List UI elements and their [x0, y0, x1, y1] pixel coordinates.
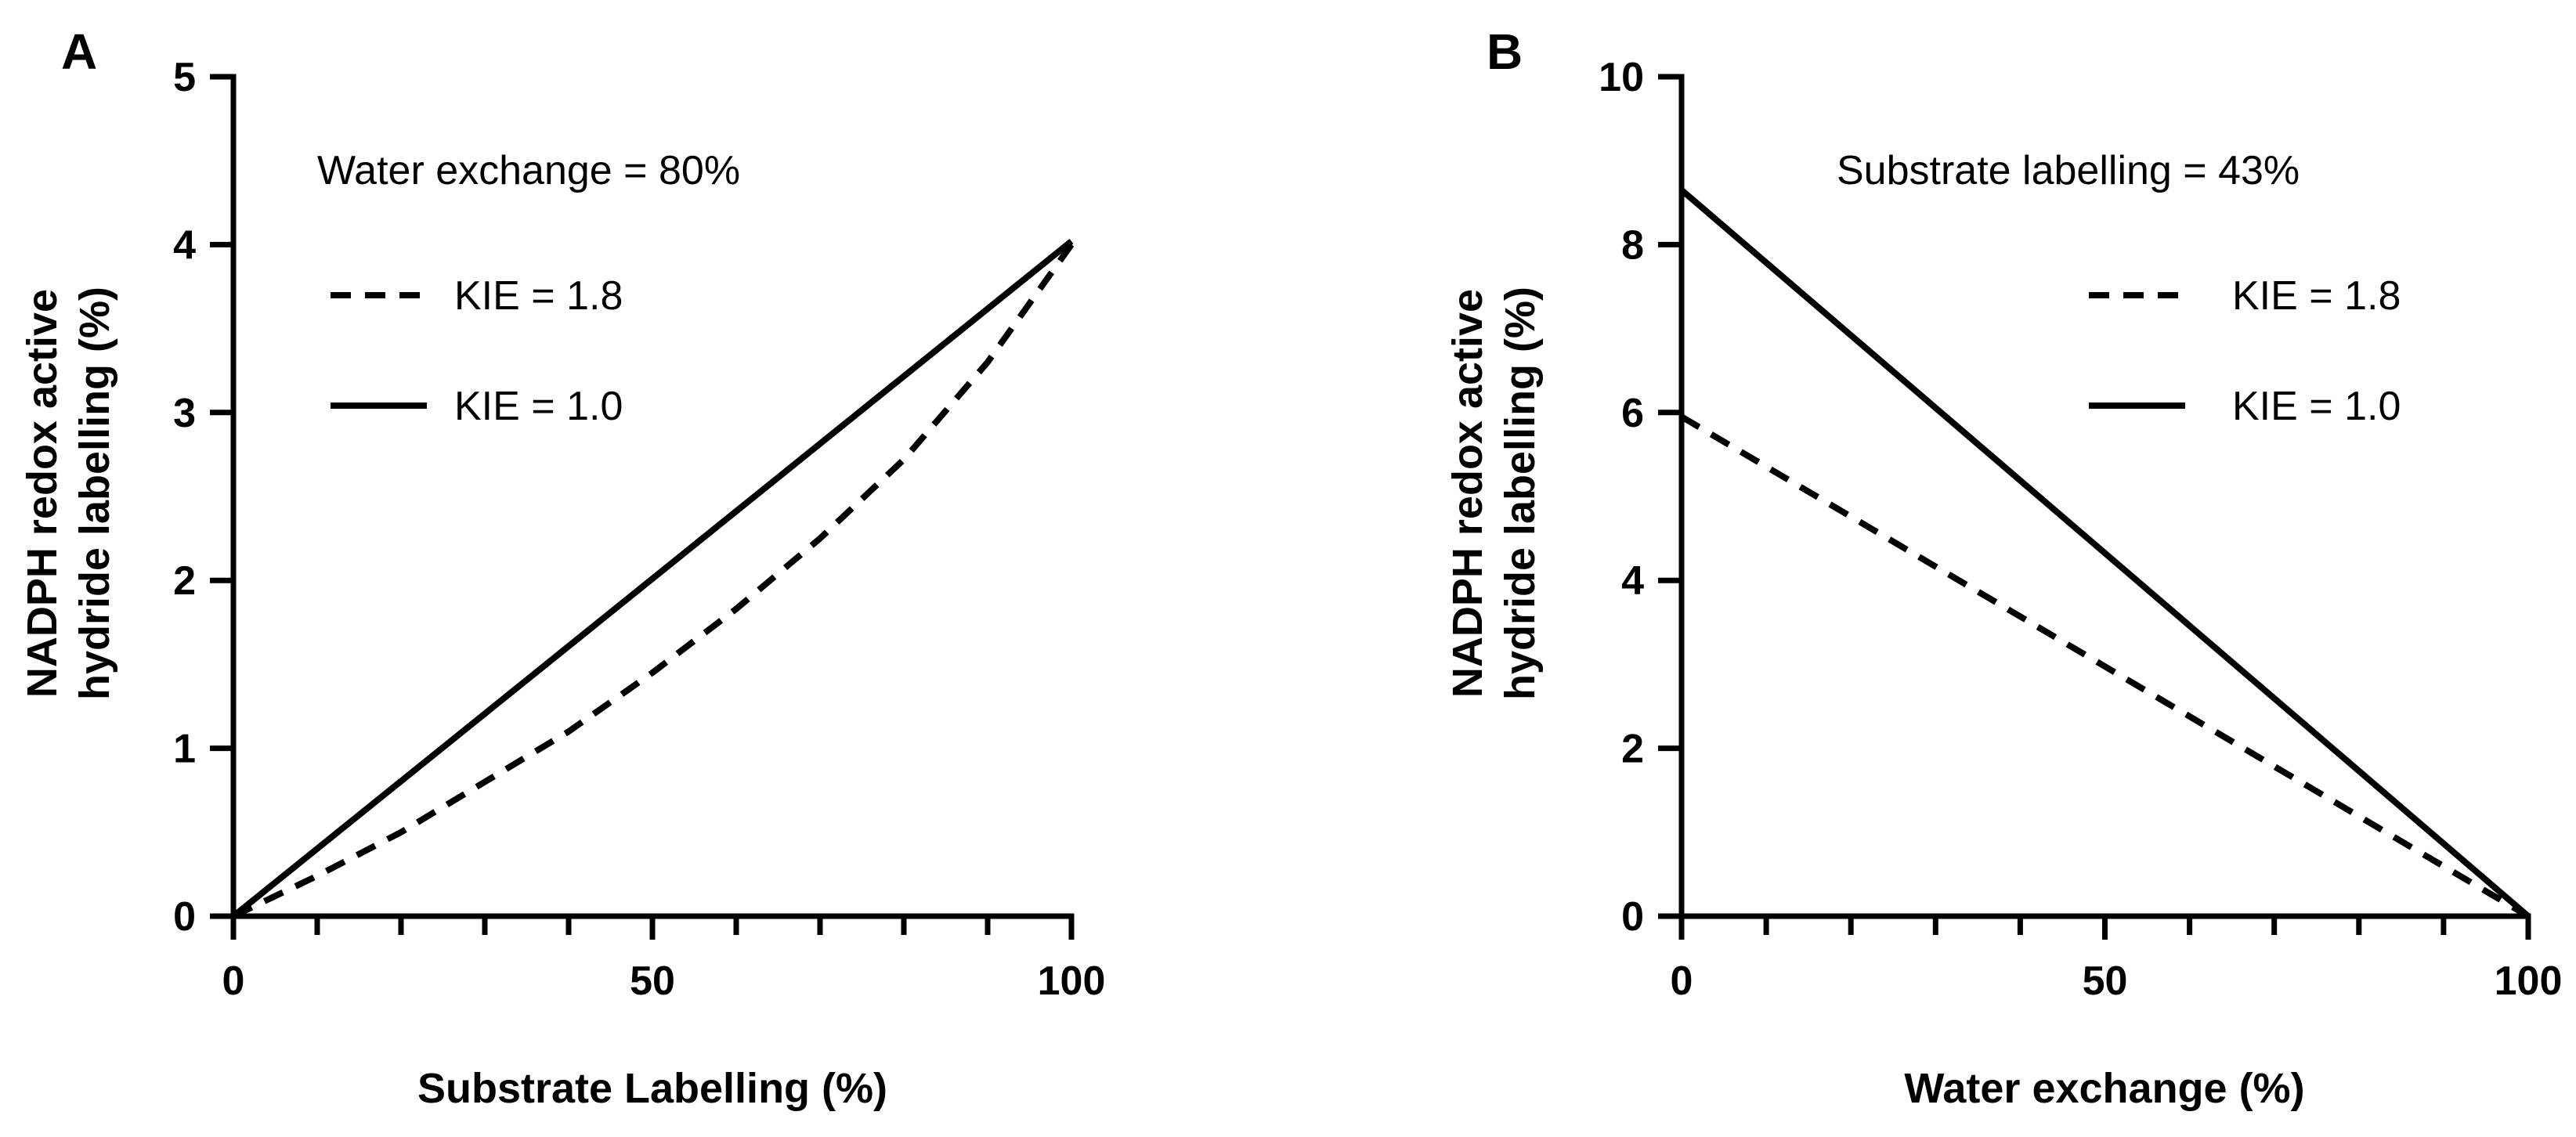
panel-b-series-kie-1-8: [1679, 413, 2531, 919]
panel-b-y-tick-label: 6: [1621, 391, 1644, 436]
panel-a-y-tick-label: 2: [173, 558, 196, 604]
legend-a-label-2: KIE = 1.0: [454, 384, 623, 429]
panel-b-axes: [1678, 74, 2531, 919]
panel-letter-b: B: [1487, 23, 1523, 80]
panel-a-annotation: Water exchange = 80%: [317, 148, 740, 193]
legend-b-label-1: KIE = 1.8: [2232, 273, 2401, 319]
panel-a-x-axis-title: Substrate Labelling (%): [417, 1065, 887, 1112]
panel-b-y-tick-label: 2: [1621, 727, 1644, 772]
panel-b-y-tick-label: 0: [1621, 894, 1644, 940]
panel-b-y-tick-label: 4: [1621, 558, 1644, 604]
legend-b-label-2: KIE = 1.0: [2232, 384, 2401, 429]
panel-a-y-axis-title-line-2: hydride labelling (%): [71, 287, 118, 700]
panel-a-x-tick-label: 50: [630, 958, 675, 1004]
panel-a-y-axis-title: NADPH redox active hydride labelling (%): [19, 287, 118, 700]
panel-a-y-tick-label: 5: [173, 55, 196, 100]
panel-b-y-axis-title-line-2: hydride labelling (%): [1497, 287, 1544, 700]
panel-b-y-tick-label: 8: [1621, 222, 1644, 268]
panel-a-series: [231, 238, 1075, 919]
panel-b-y-tick-label: 10: [1599, 55, 1644, 100]
panel-b-annotation: Substrate labelling = 43%: [1837, 148, 2300, 193]
panel-a-series-kie-1-8: [232, 243, 1075, 919]
legend-a-label-1: KIE = 1.8: [454, 273, 623, 319]
panel-b-x-tick-label: 50: [2083, 958, 2128, 1004]
panel-b-x-tick-label: 0: [1671, 958, 1693, 1004]
panel-a-x-tick-label: 100: [1038, 958, 1106, 1004]
panel-a-y-tick-label: 1: [173, 727, 196, 772]
panel-b-x-axis-title: Water exchange (%): [1904, 1065, 2304, 1112]
panel-a-y-axis-title-line-1: NADPH redox active: [19, 289, 66, 698]
panel-b-y-axis-title: NADPH redox active hydride labelling (%): [1444, 287, 1544, 700]
panel-a-y-tick-label: 3: [173, 391, 196, 436]
panel-b-y-axis-title-line-1: NADPH redox active: [1444, 289, 1491, 698]
panel-a-y-tick-label: 0: [173, 894, 196, 940]
panel-a-y-tick-label: 4: [173, 222, 196, 268]
panel-b-series-kie-1-0: [1679, 187, 2531, 919]
panel-letter-a: A: [61, 23, 97, 80]
panel-a-axes: [230, 74, 1075, 919]
panel-a-legend: KIE = 1.8 KIE = 1.0: [331, 273, 623, 429]
panel-a-series-kie-1-0: [231, 238, 1074, 919]
panel-b-series: [1679, 187, 2531, 919]
panel-b-x-tick-label: 100: [2495, 958, 2563, 1004]
panel-b-legend: KIE = 1.8 KIE = 1.0: [2089, 273, 2401, 429]
panel-a-x-tick-label: 0: [222, 958, 245, 1004]
